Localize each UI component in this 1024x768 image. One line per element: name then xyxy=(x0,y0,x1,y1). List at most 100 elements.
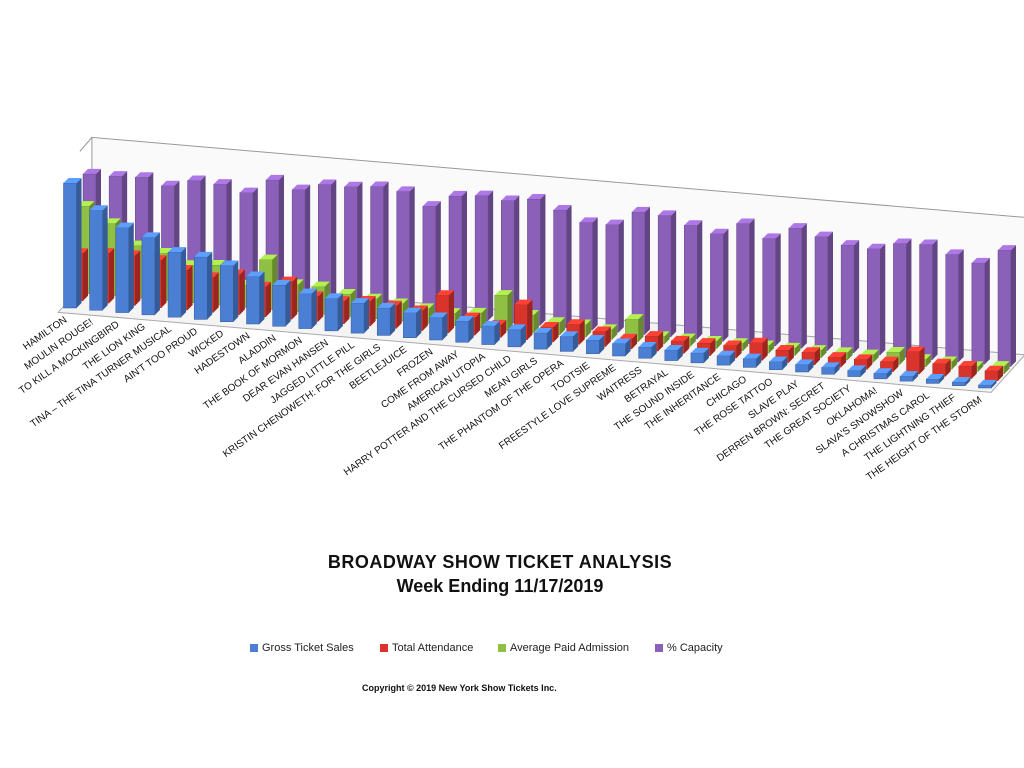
bar-top xyxy=(579,217,598,223)
bar-front xyxy=(638,346,652,359)
bar-0-5 xyxy=(193,251,213,320)
bar-top xyxy=(684,220,703,226)
bar-0-1 xyxy=(89,205,108,311)
bar-top xyxy=(860,349,879,355)
bar-0-2 xyxy=(115,222,134,313)
bar-0-26 xyxy=(742,353,762,368)
bar-side xyxy=(514,195,520,323)
bar-top xyxy=(867,243,886,249)
bar-side xyxy=(468,316,474,343)
bar-3-34 xyxy=(971,257,990,365)
bar-top xyxy=(481,320,500,326)
bar-front xyxy=(324,298,339,332)
bar-top xyxy=(553,205,572,211)
bar-0-32 xyxy=(899,371,919,382)
bar-side xyxy=(540,194,546,326)
bar-side xyxy=(475,312,481,336)
bar-side xyxy=(782,356,788,370)
bar-0-15 xyxy=(455,316,474,343)
bar-top xyxy=(658,210,677,216)
bar-side xyxy=(926,354,932,367)
bar-side xyxy=(547,327,553,350)
bar-front xyxy=(167,251,182,318)
bar-3-12 xyxy=(396,186,415,315)
bar-1-31 xyxy=(880,356,899,372)
bar-top xyxy=(710,228,729,234)
bar-top xyxy=(168,247,187,253)
bar-side xyxy=(396,300,402,329)
legend: Gross Ticket Sales Total Attendance Aver… xyxy=(250,642,790,658)
bar-top xyxy=(926,374,945,380)
bar-side xyxy=(553,321,559,342)
bar-side xyxy=(651,342,657,359)
bar-side xyxy=(984,257,990,365)
bar-top xyxy=(83,168,101,174)
bar-3-32 xyxy=(919,239,938,360)
bar-side xyxy=(860,365,866,377)
bar-3-27 xyxy=(788,223,807,349)
bar-top xyxy=(958,361,977,367)
bar-top xyxy=(802,347,820,353)
bar-side xyxy=(305,184,311,305)
bar-side xyxy=(462,190,467,319)
bar-side xyxy=(730,350,736,366)
bar-top xyxy=(632,206,650,212)
bar-front xyxy=(984,370,999,382)
bar-3-20 xyxy=(605,219,624,333)
bar-top xyxy=(625,314,644,320)
bar-side xyxy=(671,210,677,337)
bar-top xyxy=(841,240,860,246)
bar-top xyxy=(880,356,899,362)
legend-label-capacity: % Capacity xyxy=(667,642,723,654)
bar-side xyxy=(847,347,853,360)
bar-top xyxy=(344,181,363,187)
bar-0-16 xyxy=(481,320,500,345)
bar-top xyxy=(919,239,938,245)
bar-top xyxy=(795,359,814,365)
bar-side xyxy=(390,302,396,336)
bar-0-12 xyxy=(376,302,396,336)
bar-0-19 xyxy=(559,331,579,352)
bar-0-27 xyxy=(769,356,788,370)
bar-top xyxy=(403,307,422,313)
bar-side xyxy=(886,368,892,379)
bar-side xyxy=(815,347,820,365)
bar-1-35 xyxy=(984,365,1003,382)
bar-top xyxy=(906,346,925,352)
bar-side xyxy=(259,271,265,324)
bar-front xyxy=(742,358,757,368)
chart-side-edge xyxy=(79,137,93,152)
bar-side xyxy=(952,356,958,370)
bar-side xyxy=(416,307,422,338)
bar-1-29 xyxy=(827,352,847,368)
bar-top xyxy=(272,280,291,286)
chart-title: BROADWAY SHOW TICKET ANALYSIS xyxy=(327,552,673,572)
bar-top xyxy=(671,335,690,341)
bar-front xyxy=(657,215,672,337)
bar-side xyxy=(762,337,768,361)
bar-top xyxy=(298,288,317,294)
bar-top xyxy=(292,184,311,190)
bar-side xyxy=(422,305,428,331)
bar-side xyxy=(102,205,108,311)
bar-side xyxy=(645,206,650,335)
bar-top xyxy=(436,290,454,296)
bar-3-15 xyxy=(474,190,494,321)
bar-front xyxy=(220,265,234,322)
bar-front xyxy=(958,365,973,379)
bar-top xyxy=(638,342,657,348)
bar-top xyxy=(109,171,128,177)
bar-top xyxy=(89,205,108,211)
bar-top xyxy=(161,180,180,186)
bar-1-30 xyxy=(854,354,873,370)
bar-0-0 xyxy=(63,178,82,309)
bar-side xyxy=(187,264,193,310)
bar-top xyxy=(971,257,990,263)
bar-side xyxy=(181,247,187,318)
bar-0-8 xyxy=(272,280,291,327)
bar-front xyxy=(422,205,437,317)
bar-side xyxy=(828,231,833,351)
bar-0-9 xyxy=(298,288,317,329)
bar-1-32 xyxy=(906,346,925,375)
bar-top xyxy=(239,187,258,193)
